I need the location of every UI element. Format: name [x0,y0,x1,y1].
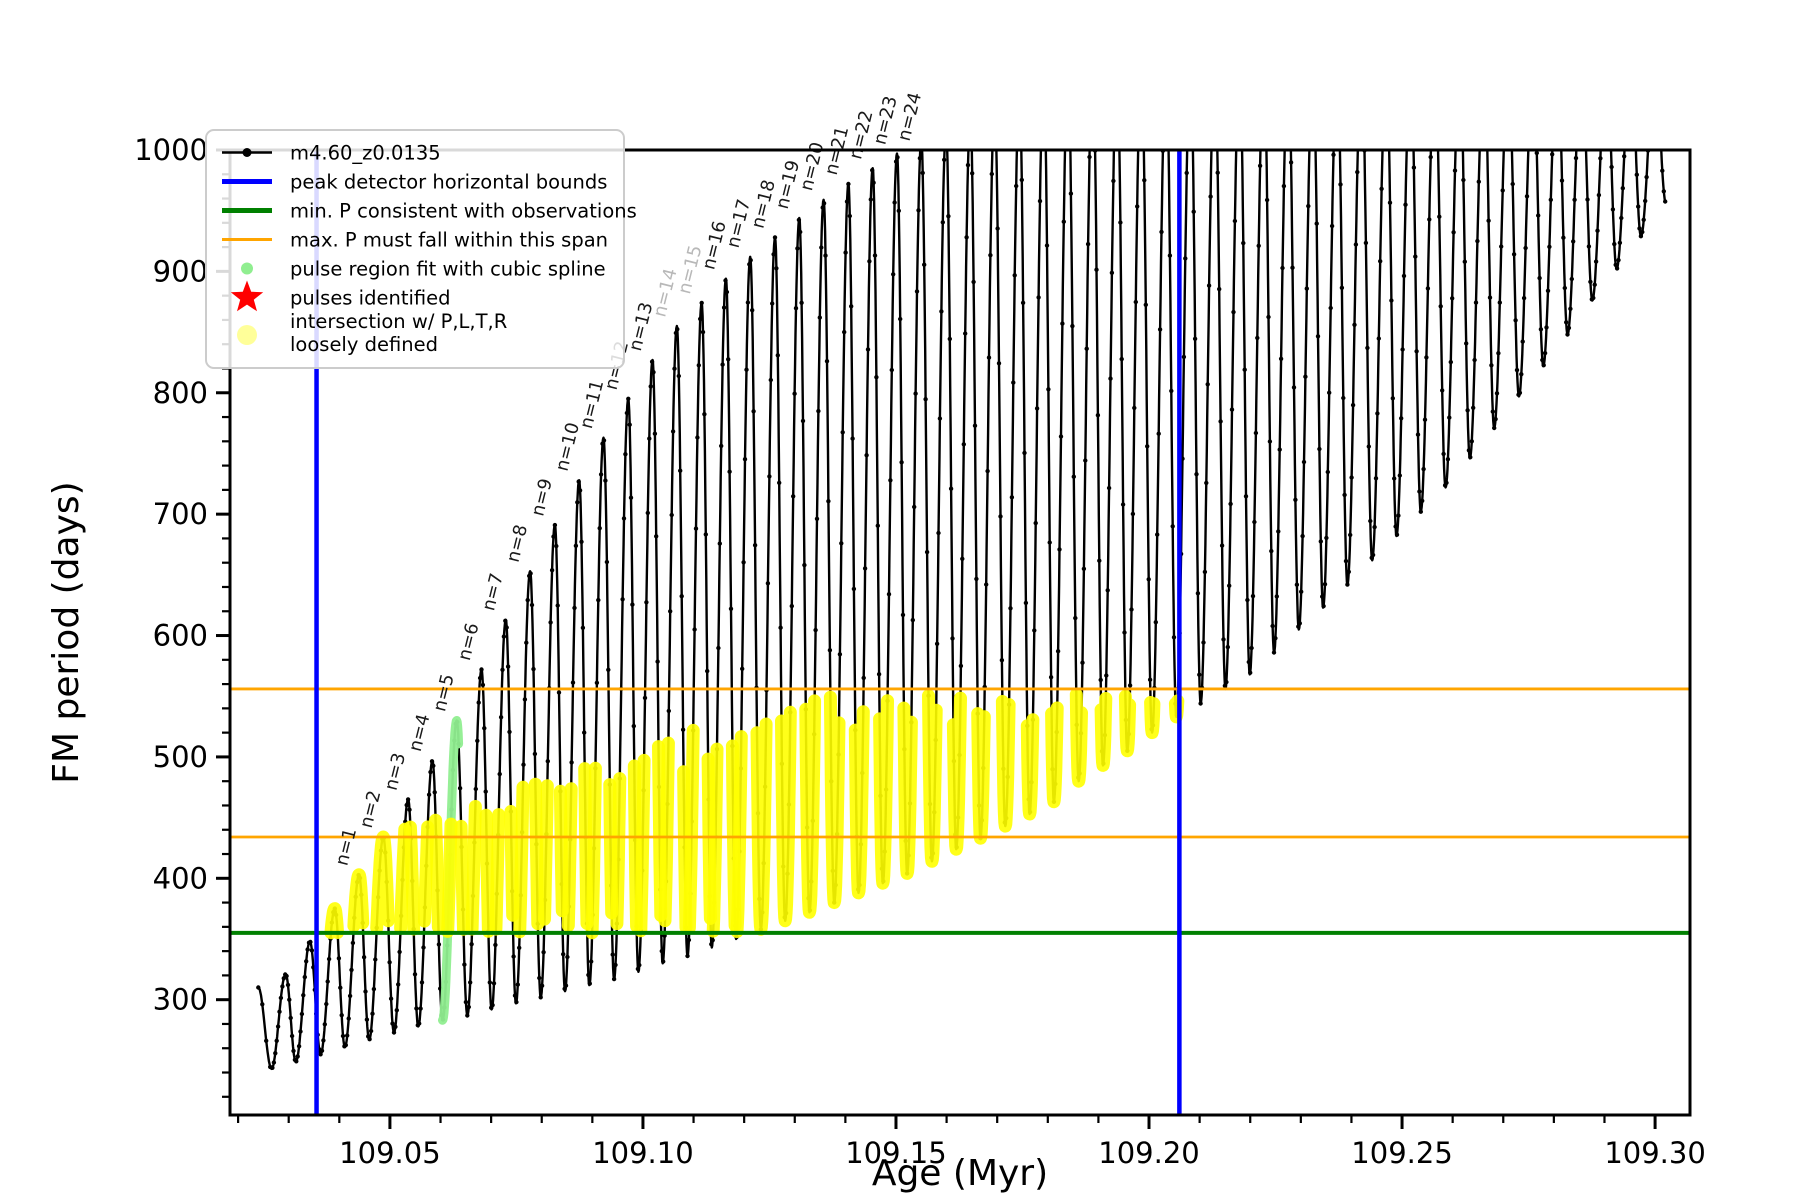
intersection-segment [1020,713,1040,821]
intersection-segment [922,689,943,868]
series-track [257,151,1667,1071]
x-tick-label: 109.25 [1351,1136,1452,1170]
legend-dot-marker [242,148,252,157]
intersection-segment [504,805,520,922]
intersection-segment [750,717,773,936]
legend-item-label: intersection w/ P,L,T,R [290,310,507,333]
intersection-overlay [324,688,1185,940]
legend-item: max. P must fall within this span [222,229,608,252]
axes: 109.05 109.10 109.15 109.20 109.25 109.30 300 4… [46,133,1706,1194]
y-tick-label: 600 [153,619,208,653]
legend-item-label: min. P consistent with observations [290,200,637,223]
intersection-segment [971,707,991,845]
y-tick-label: 700 [153,497,208,531]
y-tick-label: 500 [153,740,208,774]
legend-item: m4.60_z0.0135 [222,142,441,165]
intersection-segment [513,780,530,939]
legend-item: min. P consistent with observations [222,200,637,223]
legend-item: pulse region fit with cubic spline [241,258,606,281]
intersection-segment [479,808,495,938]
legend-dot-marker [237,325,257,345]
legend-item: peak detector horizontal bounds [222,171,607,194]
intersection-segment [585,761,602,940]
intersection-segment [1045,701,1064,809]
intersection-segment [553,784,569,918]
y-tick-label: 300 [153,983,208,1017]
y-axis-label: FM period (days) [46,481,87,783]
intersection-segment [394,822,412,935]
legend-box [205,129,625,369]
y-tick-label: 800 [153,376,208,410]
intersection-segment [417,820,435,928]
intersection-segment [873,694,894,890]
x-tick-label: 109.20 [1098,1136,1199,1170]
x-tick-label: 109.15 [845,1136,946,1170]
y-tick-label: 400 [153,861,208,895]
x-tick-label: 109.30 [1604,1136,1705,1170]
intersection-segment [1069,688,1088,788]
intersection-segment [658,736,675,928]
intersection-segment [730,730,748,938]
intersection-segment [682,723,700,935]
legend-item-label: peak detector horizontal bounds [290,171,607,194]
legend-item-label: pulse region fit with cubic spline [290,258,606,281]
intersection-segment [1118,689,1137,758]
intersection-segment [441,817,458,938]
y-tick-label: 1000 [134,133,208,167]
intersection-segment [528,777,545,931]
intersection-segment [610,772,627,931]
intersection-segment [454,819,470,936]
intersection-segment [489,808,506,936]
intersection-segment [823,690,846,910]
intersection-segment [1144,696,1161,740]
legend-star-icon [230,280,264,312]
intersection-segment [538,779,554,926]
y-tick-label: 900 [153,254,208,288]
intersection-segment [370,830,395,935]
intersection-segment [799,694,822,919]
legend-item-label: pulses identified [290,287,451,310]
x-axis-label: Age (Myr) [872,1153,1048,1194]
intersection-segment [946,691,967,856]
intersection-segment [775,705,797,928]
legend-item-label: m4.60_z0.0135 [290,142,441,165]
intersection-segment [897,701,918,880]
intersection-segment [634,753,651,938]
x-tick-label: 109.10 [592,1136,693,1170]
legend-item-label: max. P must fall within this span [290,229,608,252]
intersection-segment [995,695,1016,833]
intersection-segment [706,742,724,938]
intersection-segment [1094,692,1113,772]
legend-item-label: loosely defined [290,333,438,356]
x-tick-label: 109.05 [339,1136,440,1170]
intersection-segment [347,868,370,933]
intersection-segment [561,782,578,933]
legend-item: pulses identified [230,280,451,312]
intersection-segment [324,902,344,940]
axes-spines [228,148,1692,1117]
intersection-segment [465,800,482,936]
plot-data-layer [256,151,1668,1071]
legend-dot-marker [241,262,253,275]
intersection-segment [848,705,870,900]
intersection-segment [403,820,421,936]
